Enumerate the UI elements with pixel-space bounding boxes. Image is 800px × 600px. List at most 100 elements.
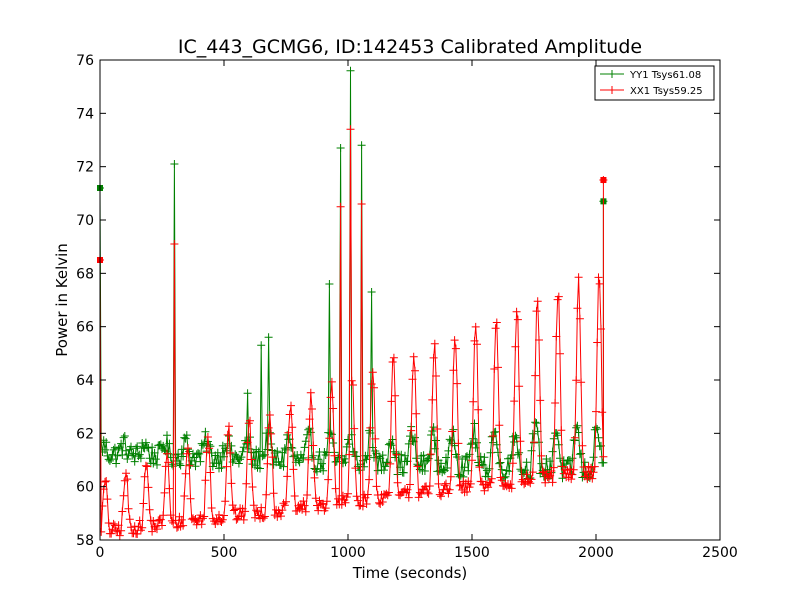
data-point bbox=[267, 429, 276, 438]
data-point bbox=[513, 315, 522, 324]
data-point bbox=[589, 468, 598, 477]
data-point bbox=[528, 468, 537, 477]
data-point bbox=[595, 279, 604, 288]
data-point bbox=[370, 453, 378, 462]
y-tick-label: 74 bbox=[76, 106, 94, 122]
data-point bbox=[569, 465, 578, 474]
data-point bbox=[512, 307, 521, 316]
data-point bbox=[347, 376, 356, 385]
data-point bbox=[357, 141, 366, 150]
data-point bbox=[140, 472, 149, 481]
data-point bbox=[490, 365, 499, 373]
data-point bbox=[206, 468, 215, 477]
data-point bbox=[268, 453, 277, 462]
y-tick-label: 72 bbox=[76, 160, 94, 176]
data-point bbox=[511, 342, 520, 351]
data-point bbox=[114, 444, 123, 453]
data-point bbox=[346, 66, 355, 75]
data-point bbox=[341, 458, 350, 467]
data-point bbox=[378, 498, 387, 506]
data-point bbox=[557, 426, 566, 435]
data-point bbox=[570, 433, 579, 442]
data-point bbox=[139, 499, 148, 508]
data-point bbox=[345, 450, 354, 459]
data-point bbox=[381, 462, 390, 471]
data-point bbox=[166, 511, 175, 520]
data-point bbox=[223, 430, 232, 439]
data-point bbox=[414, 461, 423, 470]
data-point bbox=[288, 423, 297, 432]
data-point bbox=[282, 445, 290, 454]
data-point bbox=[148, 443, 157, 452]
x-tick-label: 1500 bbox=[454, 545, 490, 561]
data-point bbox=[515, 448, 524, 457]
data-point bbox=[551, 399, 560, 407]
data-point bbox=[451, 344, 460, 353]
data-point bbox=[260, 512, 269, 521]
data-point bbox=[442, 479, 450, 488]
data-point bbox=[115, 443, 124, 452]
data-point bbox=[163, 449, 171, 458]
data-point bbox=[363, 451, 372, 460]
data-point bbox=[331, 484, 340, 493]
data-point bbox=[342, 493, 351, 501]
data-point bbox=[432, 436, 440, 445]
data-point bbox=[221, 497, 230, 506]
data-point bbox=[533, 427, 542, 436]
data-point bbox=[575, 314, 584, 323]
data-point bbox=[476, 452, 485, 461]
chart-title: IC_443_GCMG6, ID:142453 Calibrated Ampli… bbox=[178, 36, 642, 58]
data-point bbox=[248, 483, 257, 491]
data-point bbox=[182, 431, 191, 440]
data-point bbox=[215, 510, 223, 519]
data-point bbox=[495, 421, 504, 430]
data-point bbox=[123, 455, 132, 463]
y-tick-label: 66 bbox=[76, 320, 94, 336]
data-point bbox=[194, 449, 202, 458]
data-point bbox=[234, 459, 243, 468]
data-point bbox=[388, 435, 397, 444]
data-point bbox=[170, 160, 179, 168]
data-point bbox=[280, 501, 289, 510]
data-point bbox=[318, 459, 326, 468]
data-point bbox=[463, 487, 471, 496]
data-point bbox=[308, 453, 316, 462]
data-point bbox=[113, 451, 122, 460]
data-point bbox=[164, 458, 173, 467]
data-point bbox=[256, 464, 264, 473]
data-point bbox=[427, 450, 436, 459]
data-point bbox=[597, 325, 605, 333]
data-point bbox=[165, 484, 174, 493]
data-point bbox=[468, 456, 476, 465]
data-point bbox=[151, 455, 160, 464]
data-point bbox=[549, 434, 558, 443]
data-point bbox=[368, 368, 377, 377]
data-point bbox=[437, 492, 445, 501]
data-point bbox=[371, 434, 380, 443]
data-point bbox=[582, 467, 591, 476]
data-point bbox=[399, 468, 408, 477]
data-point bbox=[324, 475, 333, 484]
y-axis-label: Power in Kelvin bbox=[53, 243, 71, 357]
data-point bbox=[448, 427, 457, 436]
data-point bbox=[186, 494, 195, 503]
data-point bbox=[118, 507, 127, 516]
plot-area: 0 500 1000 1500 2000 2500 58 60 62 64 66 68 70 72 74 7… bbox=[76, 53, 738, 561]
data-point bbox=[479, 461, 488, 469]
data-point bbox=[284, 428, 293, 437]
data-point bbox=[349, 381, 357, 389]
data-point bbox=[213, 448, 222, 457]
data-point bbox=[449, 425, 458, 434]
data-point bbox=[444, 489, 453, 498]
data-point bbox=[491, 324, 500, 333]
data-point bbox=[556, 349, 564, 358]
data-point bbox=[110, 443, 119, 452]
data-point bbox=[334, 494, 343, 503]
data-point bbox=[123, 475, 132, 484]
data-point bbox=[285, 410, 294, 419]
data-point bbox=[144, 444, 153, 452]
data-point bbox=[163, 431, 171, 440]
data-point bbox=[125, 515, 134, 524]
data-point bbox=[327, 377, 336, 386]
data-point bbox=[206, 442, 215, 451]
